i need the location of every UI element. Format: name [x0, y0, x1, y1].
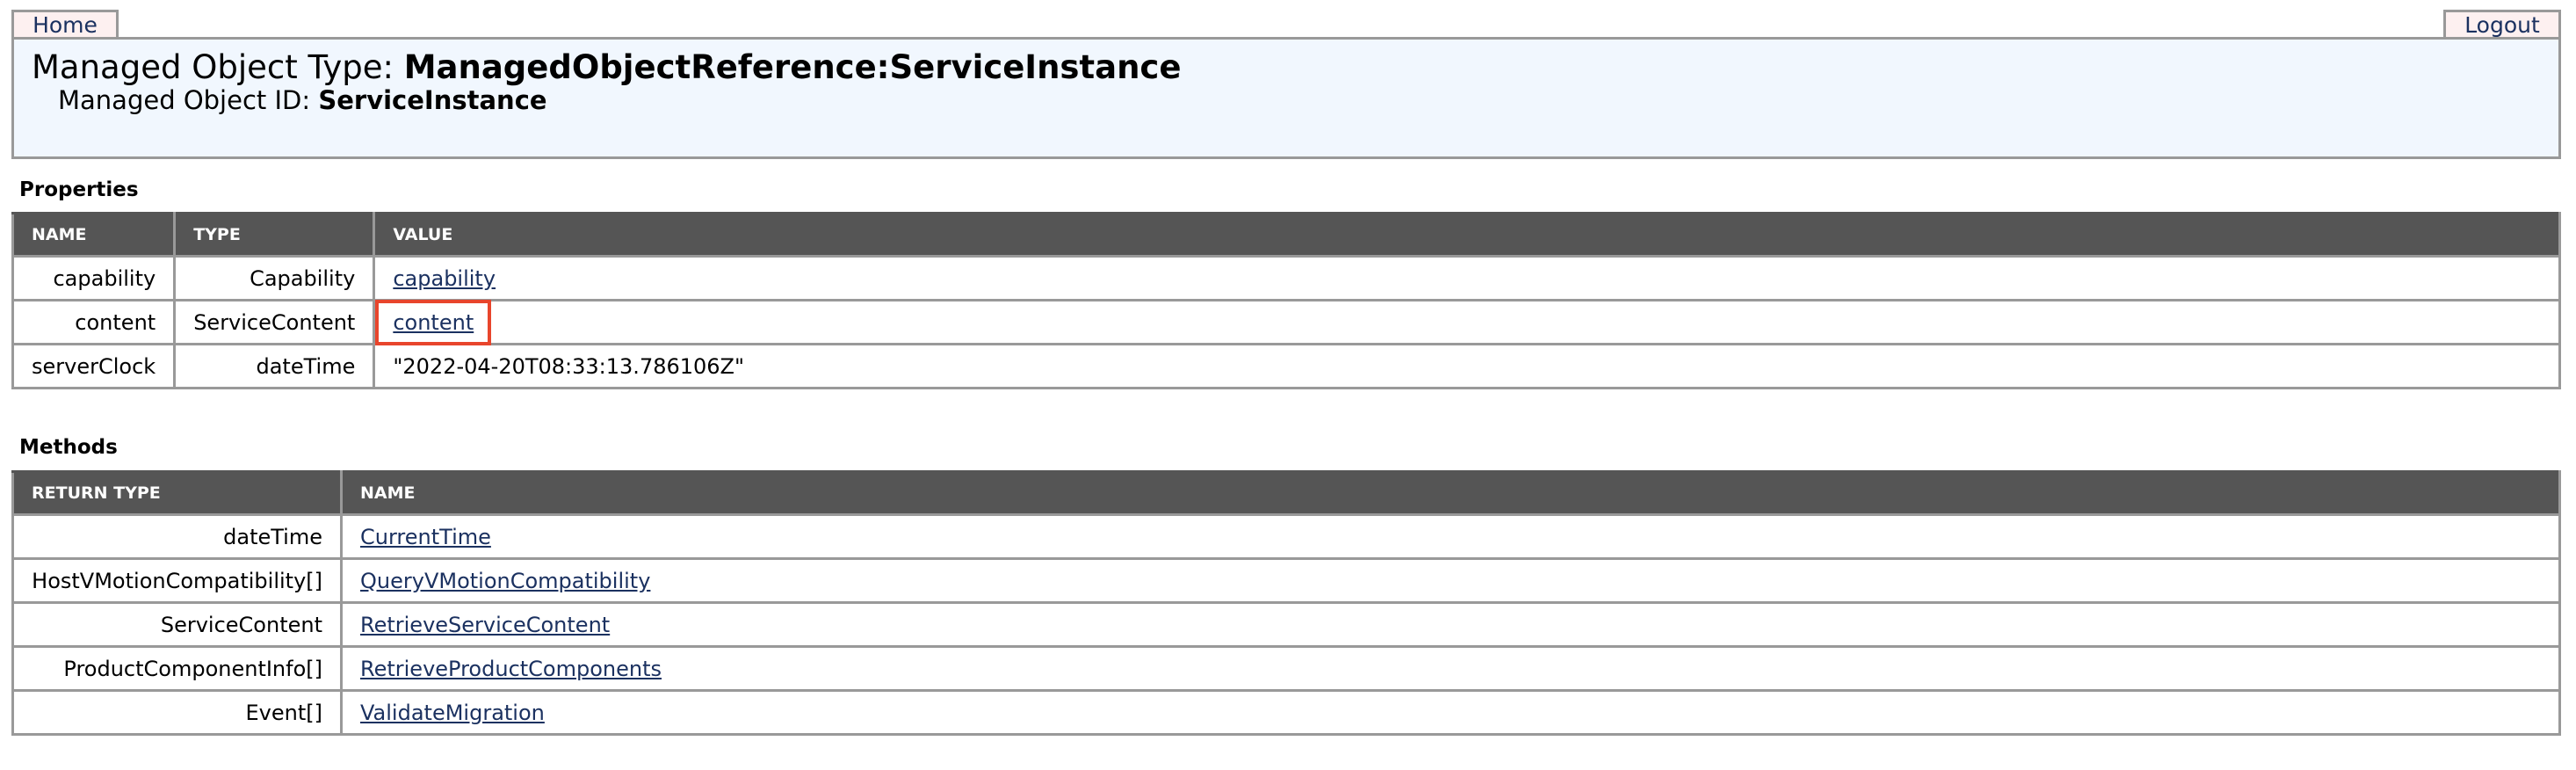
type-label: Managed Object Type: — [32, 48, 404, 86]
method-link[interactable]: RetrieveProductComponents — [360, 656, 662, 681]
properties-heading: Properties — [19, 178, 139, 201]
method-return-type: ProductComponentInfo[] — [11, 645, 343, 692]
method-row: ProductComponentInfo[] RetrieveProductCom… — [11, 645, 2561, 692]
home-tab[interactable]: Home — [11, 10, 119, 38]
property-row: capability Capability capability — [11, 255, 2561, 301]
methods-heading: Methods — [19, 436, 118, 459]
property-name: serverClock — [11, 343, 177, 389]
method-name-cell: RetrieveProductComponents — [340, 645, 2561, 692]
method-return-type: Event[] — [11, 689, 343, 736]
type-value: ManagedObjectReference:ServiceInstance — [403, 48, 1182, 86]
method-name-cell: RetrieveServiceContent — [340, 601, 2561, 648]
method-link[interactable]: RetrieveServiceContent — [360, 612, 611, 637]
property-row: content ServiceContent content — [11, 299, 2561, 345]
property-type: dateTime — [173, 343, 376, 389]
property-value-link[interactable]: content — [375, 299, 492, 345]
method-name-cell: CurrentTime — [340, 513, 2561, 560]
method-return-type: HostVMotionCompatibility[] — [11, 557, 343, 604]
method-row: ServiceContent RetrieveServiceContent — [11, 601, 2561, 648]
method-link[interactable]: QueryVMotionCompatibility — [360, 568, 651, 593]
column-header-type: TYPE — [173, 212, 376, 258]
column-header-name: NAME — [11, 212, 177, 258]
property-value: capability — [373, 255, 2561, 301]
column-header-value: VALUE — [373, 212, 2561, 258]
method-name-cell: ValidateMigration — [340, 689, 2561, 736]
property-value: "2022-04-20T08:33:13.786106Z" — [373, 343, 2561, 389]
property-value-link[interactable]: capability — [393, 265, 496, 291]
method-row: Event[] ValidateMigration — [11, 689, 2561, 736]
id-label: Managed Object ID: — [58, 85, 319, 115]
logout-tab[interactable]: Logout — [2443, 10, 2561, 38]
method-link[interactable]: CurrentTime — [360, 524, 491, 549]
property-type: Capability — [173, 255, 376, 301]
method-row: HostVMotionCompatibility[] QueryVMotionCo… — [11, 557, 2561, 604]
property-value: content — [373, 299, 2561, 345]
managed-object-id: Managed Object ID: ServiceInstance — [58, 85, 547, 115]
column-header-method-name: NAME — [340, 470, 2561, 516]
methods-table: RETURN TYPE NAME dateTime CurrentTime Host… — [11, 470, 2561, 736]
properties-table: NAME TYPE VALUE capability Capability capa… — [11, 212, 2561, 389]
property-name: content — [11, 299, 177, 345]
property-type: ServiceContent — [173, 299, 376, 345]
method-row: dateTime CurrentTime — [11, 513, 2561, 560]
property-row: serverClock dateTime "2022-04-20T08:33:13.… — [11, 343, 2561, 389]
column-header-return-type: RETURN TYPE — [11, 470, 343, 516]
method-return-type: ServiceContent — [11, 601, 343, 648]
method-name-cell: QueryVMotionCompatibility — [340, 557, 2561, 604]
method-return-type: dateTime — [11, 513, 343, 560]
id-value: ServiceInstance — [318, 85, 547, 115]
managed-object-type: Managed Object Type: ManagedObjectRefere… — [32, 48, 1181, 86]
object-header: Managed Object Type: ManagedObjectRefere… — [11, 37, 2561, 159]
property-name: capability — [11, 255, 177, 301]
method-link[interactable]: ValidateMigration — [360, 700, 545, 725]
